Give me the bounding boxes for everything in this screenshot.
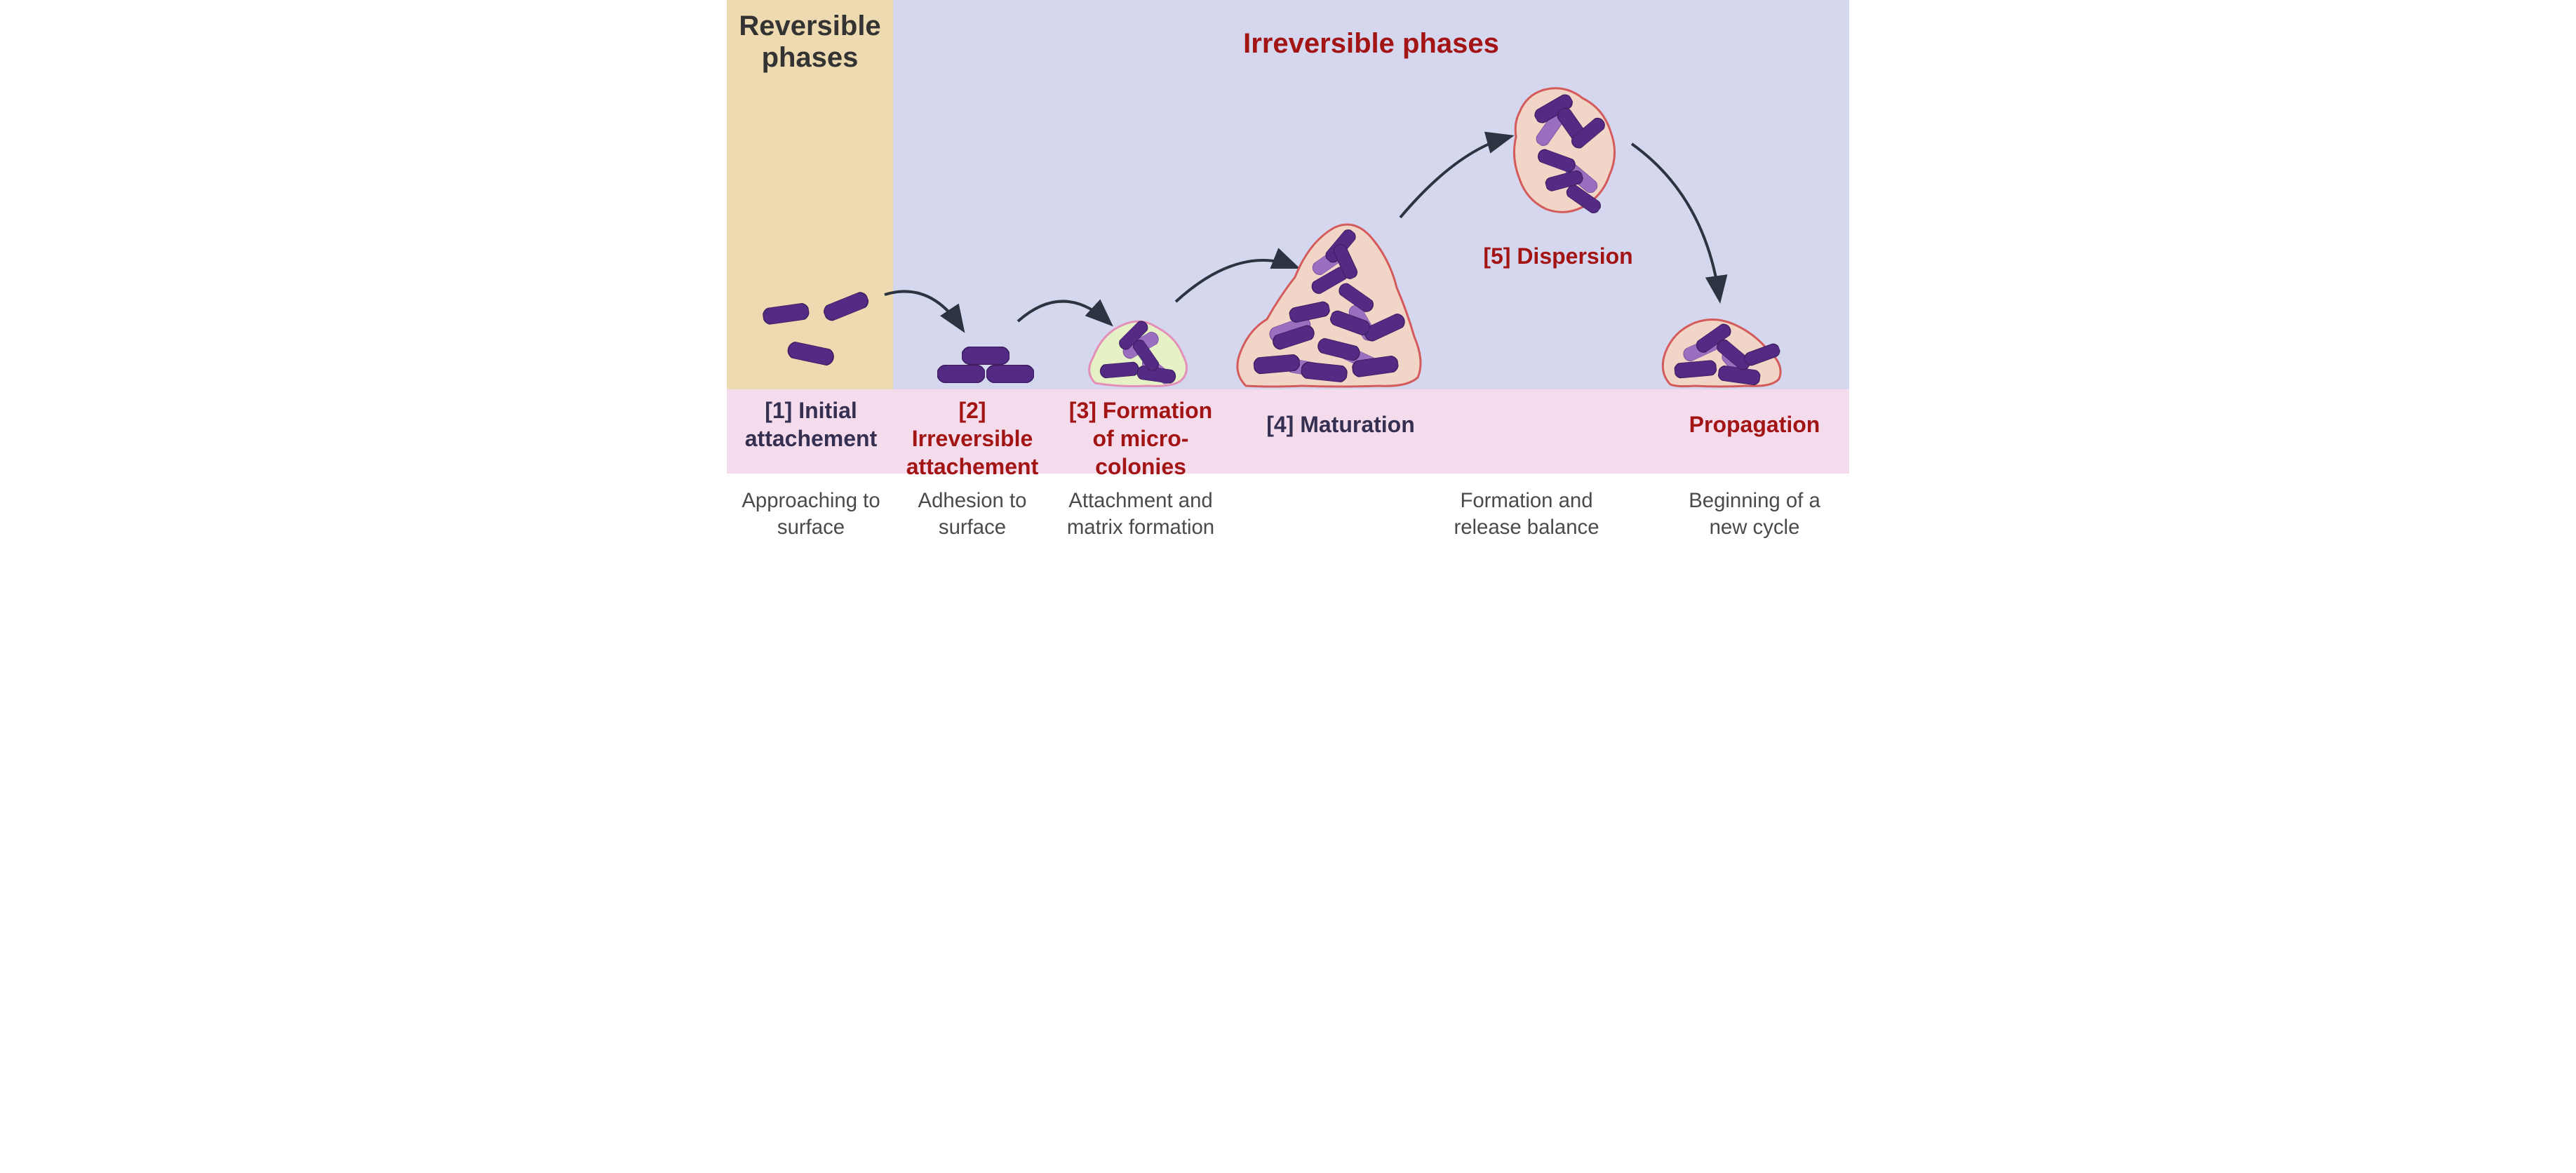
phase-6-desc: Beginning of a new cycle <box>1674 488 1835 541</box>
arrow-2-3 <box>1018 301 1109 323</box>
phase-2-cells <box>937 347 1034 383</box>
scene-svg <box>727 0 1849 389</box>
phase-4-label: [4] Maturation <box>1253 410 1428 438</box>
phase-3-desc: Attachment and matrix formation <box>1056 488 1225 541</box>
arrow-4-5 <box>1400 137 1509 217</box>
phase-5-cluster <box>1514 88 1614 216</box>
phase-5-desc: Formation and release balance <box>1428 488 1625 541</box>
phase-6-colony <box>1663 319 1781 387</box>
phase-2-desc: Adhesion to surface <box>899 488 1046 541</box>
phase-1-desc: Approaching to surface <box>741 488 881 541</box>
arrow-5-6 <box>1632 144 1719 298</box>
phase-3-colony <box>1089 319 1187 386</box>
arrow-3-4 <box>1176 260 1295 302</box>
phase-1-cells <box>762 290 871 366</box>
phase-6-label: Propagation <box>1674 410 1835 438</box>
phase-2-label: [2] Irreversible attachement <box>899 396 1046 481</box>
phase-1-label: [1] Initial attachement <box>741 396 881 453</box>
phase-4-colony <box>1237 224 1421 387</box>
phase-3-label: [3] Formation of micro-colonies <box>1056 396 1225 481</box>
arrow-1-2 <box>885 291 962 328</box>
biofilm-phases-figure: Reversible phases Irreversible phases [1… <box>727 0 1849 561</box>
